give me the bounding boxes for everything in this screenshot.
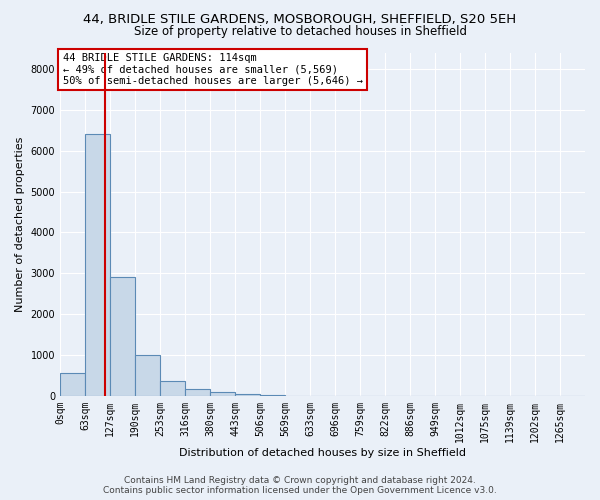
Bar (60, 373, 85, 396)
Bar (210, 392, 235, 396)
Bar (235, 394, 260, 396)
X-axis label: Distribution of detached houses by size in Sheffield: Distribution of detached houses by size … (179, 448, 466, 458)
Bar (160, 381, 185, 396)
Bar (85, 134, 110, 396)
Text: 44 BRIDLE STILE GARDENS: 114sqm
← 49% of detached houses are smaller (5,569)
50%: 44 BRIDLE STILE GARDENS: 114sqm ← 49% of… (62, 53, 362, 86)
Text: Size of property relative to detached houses in Sheffield: Size of property relative to detached ho… (133, 25, 467, 38)
Y-axis label: Number of detached properties: Number of detached properties (15, 136, 25, 312)
Bar (135, 355, 160, 396)
Text: 44, BRIDLE STILE GARDENS, MOSBOROUGH, SHEFFIELD, S20 5EH: 44, BRIDLE STILE GARDENS, MOSBOROUGH, SH… (83, 12, 517, 26)
Bar (260, 394, 285, 396)
Bar (110, 278, 135, 396)
Text: Contains HM Land Registry data © Crown copyright and database right 2024.
Contai: Contains HM Land Registry data © Crown c… (103, 476, 497, 495)
Bar (185, 390, 210, 396)
